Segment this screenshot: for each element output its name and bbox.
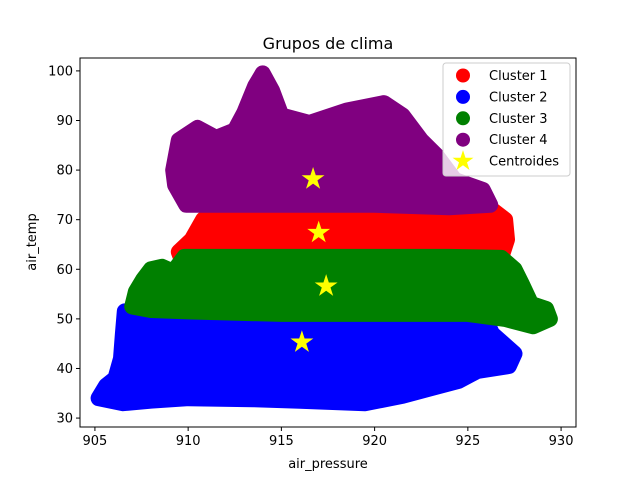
y-tick-label: 60 [56,263,73,278]
cluster-4-region [165,65,499,216]
y-tick-label: 90 [56,114,73,129]
legend-marker-4 [456,132,470,147]
legend-marker-3 [456,111,470,126]
legend-marker-1 [456,68,470,83]
centroid-star-3 [314,274,338,296]
legend-label-1: Cluster 1 [489,69,548,84]
x-tick-label: 930 [549,434,574,449]
plot-area [90,65,558,412]
x-tick-label: 920 [362,434,387,449]
chart-title: Grupos de clima [263,34,394,53]
cluster-2-region [90,303,523,412]
y-tick-label: 80 [56,164,73,179]
legend: Cluster 1 Cluster 2 Cluster 3 Cluster 4 Cent… [442,62,571,177]
y-tick-label: 100 [48,64,73,79]
centroid-markers [290,167,338,352]
centroid-star-4 [290,330,314,352]
x-tick-label: 925 [455,434,480,449]
cluster-3-region [124,248,558,335]
y-tick-label: 50 [56,312,73,327]
x-tick-label: 915 [269,434,294,449]
legend-label-3: Cluster 3 [489,112,548,127]
centroid-star-2 [307,220,331,243]
x-axis-ticks: 905 910 915 920 925 930 [83,427,574,449]
legend-label-4: Cluster 4 [489,133,548,148]
centroid-star-1 [301,167,325,189]
x-tick-label: 910 [176,434,201,449]
y-axis-ticks: 30 40 50 60 70 80 90 100 [48,64,80,427]
legend-label-2: Cluster 2 [489,90,548,105]
y-axis-label: air_temp [25,213,40,270]
legend-box [442,62,571,177]
x-axis-label: air_pressure [288,457,368,472]
legend-marker-2 [456,89,470,104]
legend-star-marker [452,150,474,170]
y-tick-label: 70 [56,213,73,228]
y-tick-label: 40 [56,362,73,377]
plot-frame [79,57,577,428]
legend-label-5: Centroides [489,155,559,170]
x-tick-label: 905 [83,434,108,449]
y-tick-label: 30 [56,412,73,427]
cluster-regions [90,65,558,412]
